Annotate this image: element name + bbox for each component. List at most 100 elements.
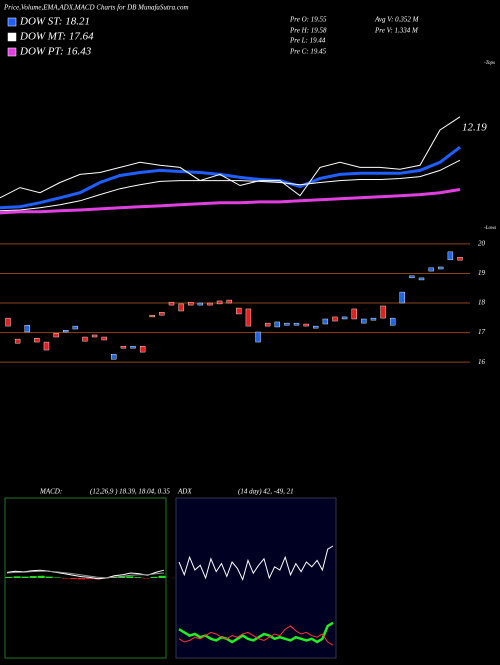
macd-histogram-bar [158,575,166,578]
annotation: -Lows [484,226,496,231]
candle [399,291,405,304]
y-tick-label: 16 [478,358,486,366]
price-info: Pre H: 19.58 [289,27,327,35]
candle [313,325,319,329]
page-title: Price,Volume,EMA,ADX,MACD Charts for DB … [3,4,189,12]
candle [428,267,434,272]
adx-line [178,545,334,582]
candle [370,317,377,321]
candle [332,316,338,322]
candle [168,301,175,306]
legend-swatch [7,17,17,27]
macd-histogram-bar [53,577,61,578]
macd-histogram-bar [77,578,85,580]
candle [351,308,357,320]
ema-line [0,116,461,199]
macd-histogram-bar [21,576,29,578]
price-info: Avg V: 0.352 M [374,16,420,24]
macd-histogram-bar [134,577,142,578]
candle [457,256,463,261]
ema-line [0,159,461,212]
macd-histogram-bar [45,576,53,578]
candle [43,341,50,351]
ema-line [0,146,461,210]
adx-label: ADX [177,488,192,496]
candle [284,322,290,326]
macd-histogram-bar [126,576,134,578]
candle [216,300,223,305]
price-info: Pre V: 1.334 M [374,27,419,35]
macd-histogram-bar [29,576,37,578]
legend-swatch [7,47,17,57]
macd-histogram-bar [37,575,45,578]
candle [130,346,136,349]
candle [207,302,213,306]
macd-label: MACD: [39,488,62,496]
y-tick-label: 19 [478,269,486,277]
adx-line [178,625,334,646]
candle [226,299,232,304]
legend-label: DOW ST: 18.21 [19,16,90,28]
legend-swatch [7,32,17,42]
candle [293,322,300,326]
macd-histogram-bar [118,576,126,578]
candle [322,318,329,325]
y-tick-label: 17 [478,328,486,336]
candle [24,325,30,333]
candle [274,321,280,328]
candle [361,318,367,324]
macd-histogram-bar [69,578,77,580]
candle [101,336,107,341]
candle [188,301,194,306]
price-info: Pre L: 19.44 [289,37,326,45]
y-tick-label: 20 [478,239,486,247]
price-info: Pre O: 19.55 [289,16,327,24]
macd-histogram-bar [5,576,13,578]
candle [149,314,155,318]
candle [120,346,127,349]
candle [197,302,204,306]
candle [72,325,79,330]
candle [159,311,165,316]
candle [264,322,271,327]
adx-params: (14 day) 42, -49, 21 [238,488,294,496]
y-tick-label: 18 [478,299,486,307]
candle [236,307,242,315]
candle [82,336,88,342]
candle [409,275,415,279]
candle [418,277,425,281]
candle [63,330,69,333]
macd-histogram-bar [61,578,69,579]
adx-panel [175,497,337,659]
candle [5,317,11,327]
macd-histogram-bar [13,576,21,578]
legend-label: DOW PT: 16.43 [19,46,92,58]
candle [255,331,261,343]
ema-line [0,188,461,215]
price-info: Pre C: 19.45 [289,48,327,56]
candle [91,334,98,338]
candle [53,332,59,338]
legend-label: DOW MT: 17.64 [19,31,94,43]
candle [389,317,396,326]
macd-line [6,570,165,579]
candle [178,303,184,312]
macd-line [6,569,165,580]
candle [341,316,348,320]
candle [111,353,117,360]
annotation: -Tops [484,61,495,66]
macd-histogram-bar [150,576,158,578]
candle [438,266,444,270]
candle [303,323,309,327]
candle [380,305,386,319]
candle [447,251,454,261]
macd-params: (12,26,9 ) 18.39, 18.04, 0.35 [90,488,170,496]
candle [245,308,252,327]
macd-histogram-bar [142,578,150,579]
macd-histogram-bar [86,578,94,580]
candle [139,346,146,353]
macd-panel [4,497,167,659]
candle [14,338,21,344]
candle [34,338,40,343]
